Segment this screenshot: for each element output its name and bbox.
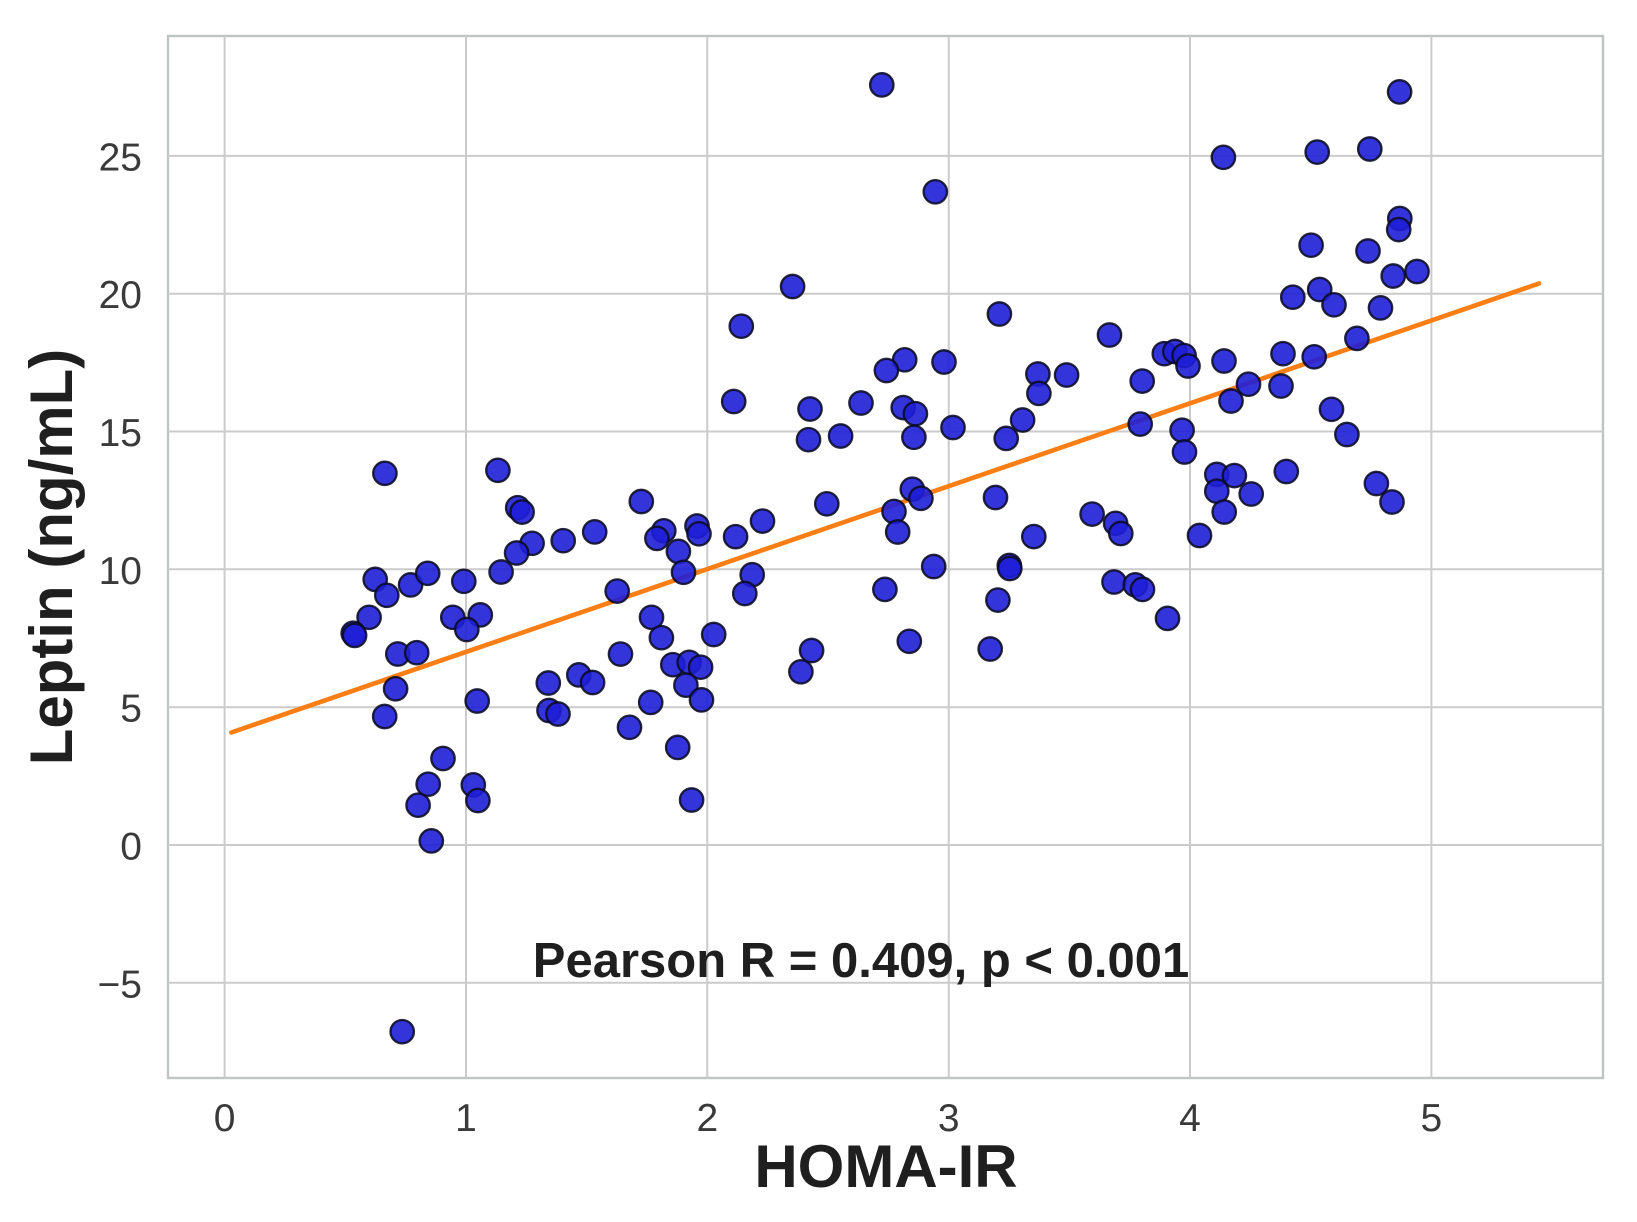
svg-text:HOMA-IR: HOMA-IR <box>754 1133 1017 1200</box>
svg-text:5: 5 <box>120 688 142 731</box>
svg-text:1: 1 <box>455 1097 477 1140</box>
svg-text:4: 4 <box>1179 1097 1201 1140</box>
svg-text:20: 20 <box>99 274 142 317</box>
svg-text:Leptin (ng/mL): Leptin (ng/mL) <box>18 349 85 766</box>
svg-text:Pearson R = 0.409, p < 0.001: Pearson R = 0.409, p < 0.001 <box>533 934 1189 988</box>
svg-text:10: 10 <box>99 550 142 593</box>
svg-text:3: 3 <box>938 1097 960 1140</box>
svg-text:0: 0 <box>120 826 142 869</box>
svg-text:15: 15 <box>99 412 142 455</box>
svg-text:−5: −5 <box>98 963 142 1006</box>
svg-text:2: 2 <box>696 1097 718 1140</box>
svg-text:25: 25 <box>99 136 142 179</box>
svg-text:0: 0 <box>214 1097 236 1140</box>
svg-text:5: 5 <box>1421 1097 1443 1140</box>
